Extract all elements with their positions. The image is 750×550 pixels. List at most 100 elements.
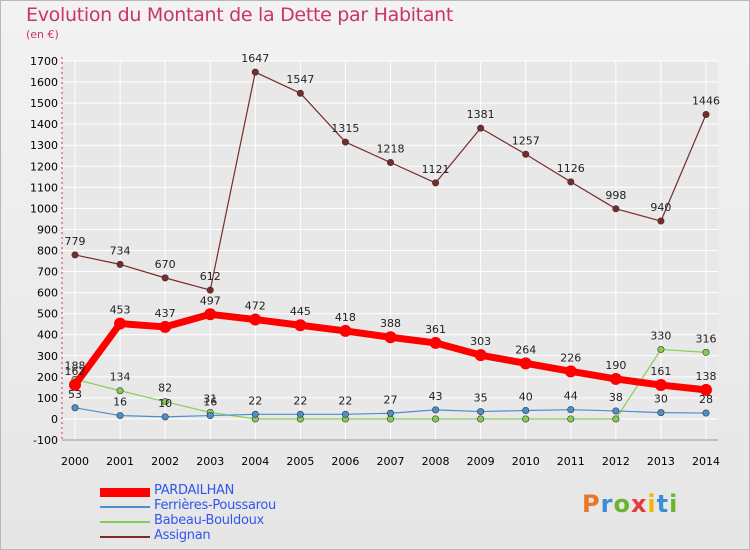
data-point bbox=[564, 365, 577, 378]
data-point bbox=[386, 158, 394, 166]
data-point bbox=[161, 413, 169, 421]
data-label: 35 bbox=[474, 392, 488, 405]
data-label: 138 bbox=[696, 370, 717, 383]
data-label: 44 bbox=[564, 390, 578, 403]
chart-subtitle: (en €) bbox=[26, 28, 59, 41]
data-label: 497 bbox=[200, 294, 221, 307]
x-tick-label: 2003 bbox=[196, 455, 224, 468]
data-label: 330 bbox=[650, 329, 671, 342]
data-point bbox=[296, 410, 304, 418]
data-point bbox=[69, 378, 81, 391]
y-tick-label: 100 bbox=[37, 392, 58, 405]
data-point bbox=[296, 89, 304, 97]
x-tick-label: 2000 bbox=[61, 455, 89, 468]
data-label: 303 bbox=[470, 335, 491, 348]
data-point bbox=[204, 308, 217, 321]
data-point bbox=[432, 406, 440, 414]
data-point bbox=[612, 205, 620, 213]
data-point bbox=[612, 407, 620, 415]
y-tick-label: -100 bbox=[33, 434, 58, 447]
data-label: 418 bbox=[335, 311, 356, 324]
data-label: 734 bbox=[110, 244, 131, 257]
data-point bbox=[519, 357, 532, 370]
logo-letter: i bbox=[669, 490, 679, 518]
legend-label: PARDAILHAN bbox=[154, 483, 235, 498]
data-label: 28 bbox=[699, 393, 713, 406]
data-point bbox=[657, 217, 665, 225]
x-tick-label: 2014 bbox=[692, 455, 720, 468]
data-point bbox=[474, 349, 487, 362]
data-label: 1315 bbox=[331, 122, 359, 135]
data-label: 43 bbox=[429, 390, 443, 403]
y-tick-label: 1400 bbox=[30, 118, 58, 131]
data-label: 190 bbox=[605, 359, 626, 372]
x-tick-label: 2006 bbox=[331, 455, 359, 468]
data-label: 226 bbox=[560, 351, 581, 364]
proxiti-logo: Proxiti bbox=[582, 490, 678, 518]
data-label: 30 bbox=[654, 393, 668, 406]
data-point bbox=[657, 345, 665, 353]
data-label: 361 bbox=[425, 323, 446, 336]
data-label: 10 bbox=[158, 397, 172, 410]
data-label: 1547 bbox=[286, 73, 314, 86]
data-label: 612 bbox=[200, 270, 221, 283]
data-point bbox=[522, 150, 530, 158]
y-tick-label: 800 bbox=[37, 245, 58, 258]
y-tick-label: 1000 bbox=[30, 202, 58, 215]
y-tick-label: 500 bbox=[37, 308, 58, 321]
data-label: 27 bbox=[384, 393, 398, 406]
data-point bbox=[116, 387, 124, 395]
logo-letter: r bbox=[600, 490, 614, 518]
data-point bbox=[116, 260, 124, 268]
data-label: 22 bbox=[338, 394, 352, 407]
y-tick-label: 1700 bbox=[30, 55, 58, 68]
data-point bbox=[477, 124, 485, 132]
data-point bbox=[702, 110, 710, 118]
data-point bbox=[206, 286, 214, 294]
data-label: 22 bbox=[248, 394, 262, 407]
y-tick-label: 1200 bbox=[30, 160, 58, 173]
data-point bbox=[522, 415, 530, 423]
logo-letter: x bbox=[630, 490, 648, 518]
data-label: 162 bbox=[65, 365, 86, 378]
data-point bbox=[341, 138, 349, 146]
data-label: 134 bbox=[110, 371, 131, 384]
data-label: 472 bbox=[245, 300, 266, 313]
logo-letter: i bbox=[647, 490, 657, 518]
data-point bbox=[341, 410, 349, 418]
data-point bbox=[522, 407, 530, 415]
x-tick-label: 2011 bbox=[557, 455, 585, 468]
data-point bbox=[339, 324, 352, 337]
x-tick-label: 2008 bbox=[422, 455, 450, 468]
data-label: 779 bbox=[65, 235, 86, 248]
x-tick-label: 2007 bbox=[377, 455, 405, 468]
data-label: 22 bbox=[293, 394, 307, 407]
data-label: 1647 bbox=[241, 52, 269, 65]
y-tick-label: 1300 bbox=[30, 139, 58, 152]
y-tick-label: 1600 bbox=[30, 76, 58, 89]
data-label: 38 bbox=[609, 391, 623, 404]
data-label: 40 bbox=[519, 391, 533, 404]
data-point bbox=[251, 68, 259, 76]
data-point bbox=[477, 408, 485, 416]
data-point bbox=[116, 412, 124, 420]
data-label: 264 bbox=[515, 343, 536, 356]
data-label: 161 bbox=[650, 365, 671, 378]
data-point bbox=[386, 409, 394, 417]
y-tick-label: 900 bbox=[37, 223, 58, 236]
data-point bbox=[384, 331, 397, 344]
data-point bbox=[159, 320, 172, 333]
data-label: 16 bbox=[113, 396, 127, 409]
data-label: 453 bbox=[110, 304, 131, 317]
data-label: 445 bbox=[290, 305, 311, 318]
data-point bbox=[567, 406, 575, 414]
data-point bbox=[249, 313, 262, 326]
data-point bbox=[657, 409, 665, 417]
data-point bbox=[609, 372, 622, 385]
data-point bbox=[71, 251, 79, 259]
y-tick-label: 700 bbox=[37, 266, 58, 279]
data-label: 437 bbox=[155, 307, 176, 320]
data-label: 1218 bbox=[377, 142, 405, 155]
y-tick-label: 300 bbox=[37, 350, 58, 363]
